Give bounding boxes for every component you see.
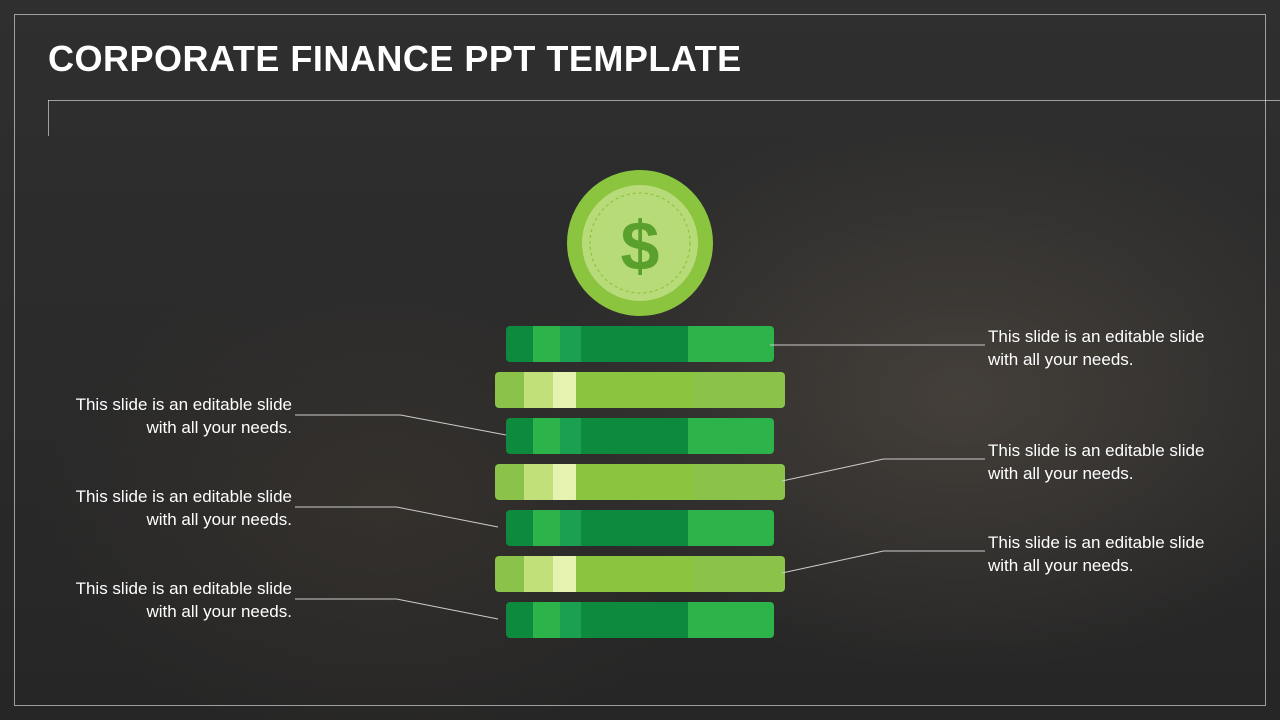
callout-text: This slide is an editable slide with all… bbox=[988, 532, 1218, 578]
callout-text: This slide is an editable slide with all… bbox=[62, 486, 292, 532]
callout-text: This slide is an editable slide with all… bbox=[62, 578, 292, 624]
callout-text: This slide is an editable slide with all… bbox=[988, 326, 1218, 372]
callout-text: This slide is an editable slide with all… bbox=[62, 394, 292, 440]
callout-text: This slide is an editable slide with all… bbox=[988, 440, 1218, 486]
